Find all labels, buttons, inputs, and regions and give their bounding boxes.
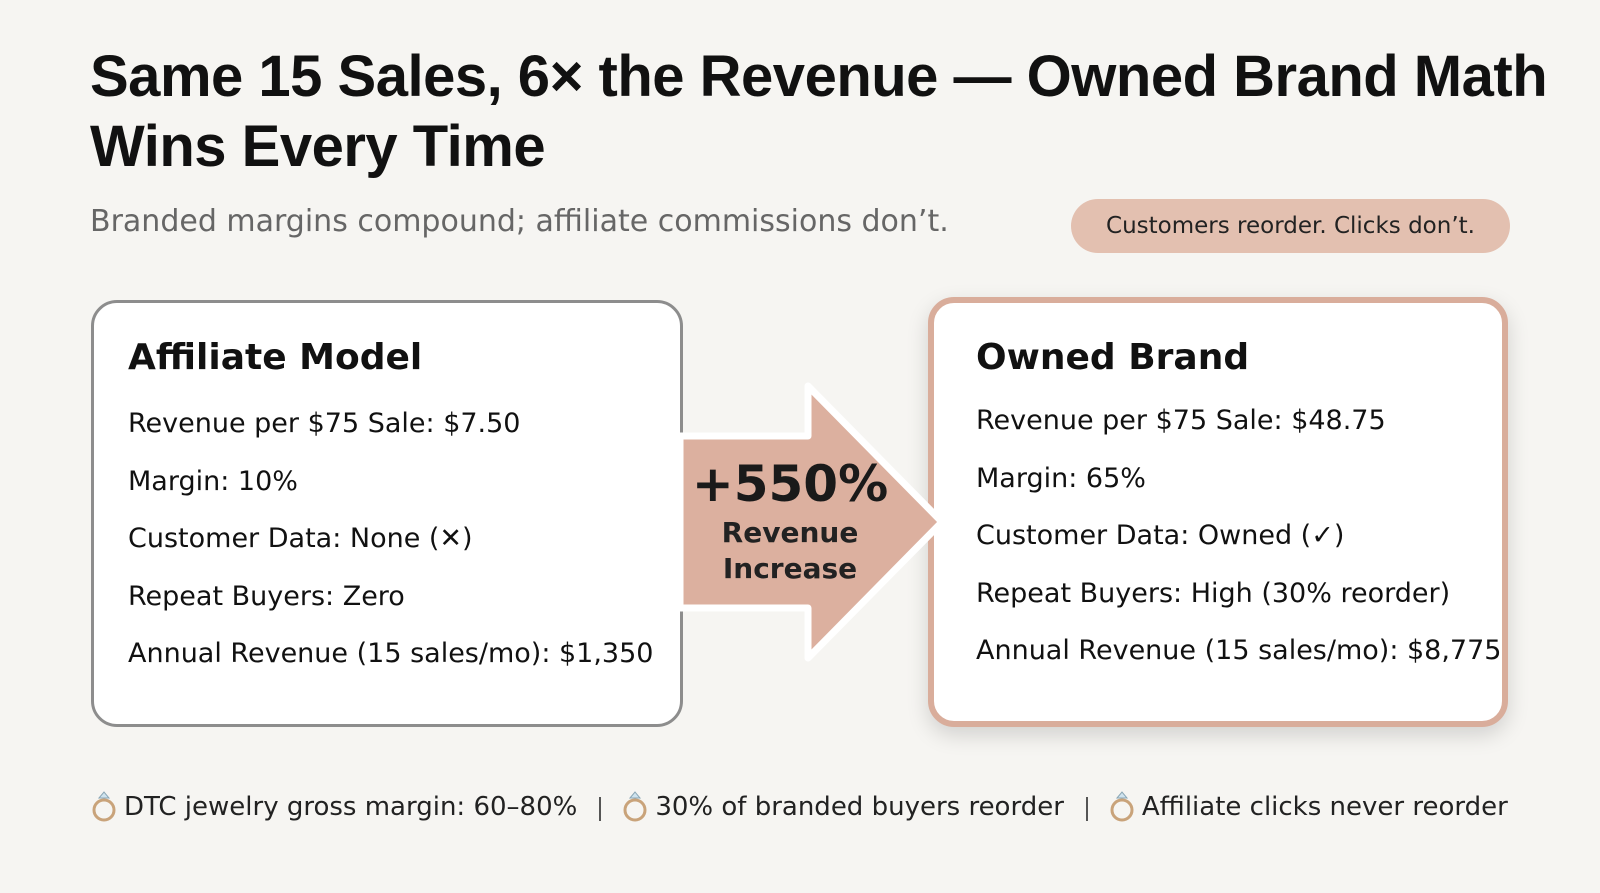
ring-icon [623, 791, 647, 822]
footer-item: 30% of branded buyers reorder [655, 792, 1064, 822]
card-item: Revenue per $75 Sale: $48.75 [976, 405, 1386, 436]
card-item: Margin: 65% [976, 462, 1146, 494]
affiliate-card: Affiliate Model Revenue per $75 Sale: $7… [91, 300, 683, 727]
card-item: Annual Revenue (15 sales/mo): $8,775 [976, 635, 1502, 666]
badge-text: Customers reorder. Clicks don’t. [1106, 213, 1475, 239]
badge: Customers reorder. Clicks don’t. [1071, 199, 1510, 253]
card-item: Annual Revenue (15 sales/mo): $1,350 [128, 638, 654, 669]
card-item: Margin: 10% [128, 465, 298, 497]
title: Same 15 Sales, 6× the Revenue — Owned Br… [90, 44, 1548, 179]
card-title: Owned Brand [976, 337, 1250, 378]
card-item: Revenue per $75 Sale: $7.50 [128, 408, 521, 439]
ring-icon [92, 791, 116, 822]
separator [599, 797, 602, 821]
subtitle: Branded margins compound; affiliate comm… [90, 204, 949, 239]
arrow [676, 382, 946, 662]
ring-icon [1110, 791, 1134, 822]
arrow-label: Revenue Increase [721, 516, 859, 585]
card-item: Customer Data: Owned (✓) [976, 520, 1345, 551]
card-item: Customer Data: None (✕) [128, 523, 473, 554]
footer-item: DTC jewelry gross margin: 60–80% [124, 792, 578, 822]
arrow-value: +550% [691, 455, 889, 513]
card-title: Affiliate Model [128, 337, 423, 378]
arrow-shape [676, 382, 946, 662]
owned-card: Owned Brand Revenue per $75 Sale: $48.75… [928, 297, 1508, 727]
footer-item: Affiliate clicks never reorder [1141, 792, 1508, 822]
separator [1085, 797, 1088, 821]
card-item: Repeat Buyers: High (30% reorder) [976, 577, 1451, 609]
card-item: Repeat Buyers: Zero [128, 580, 405, 612]
